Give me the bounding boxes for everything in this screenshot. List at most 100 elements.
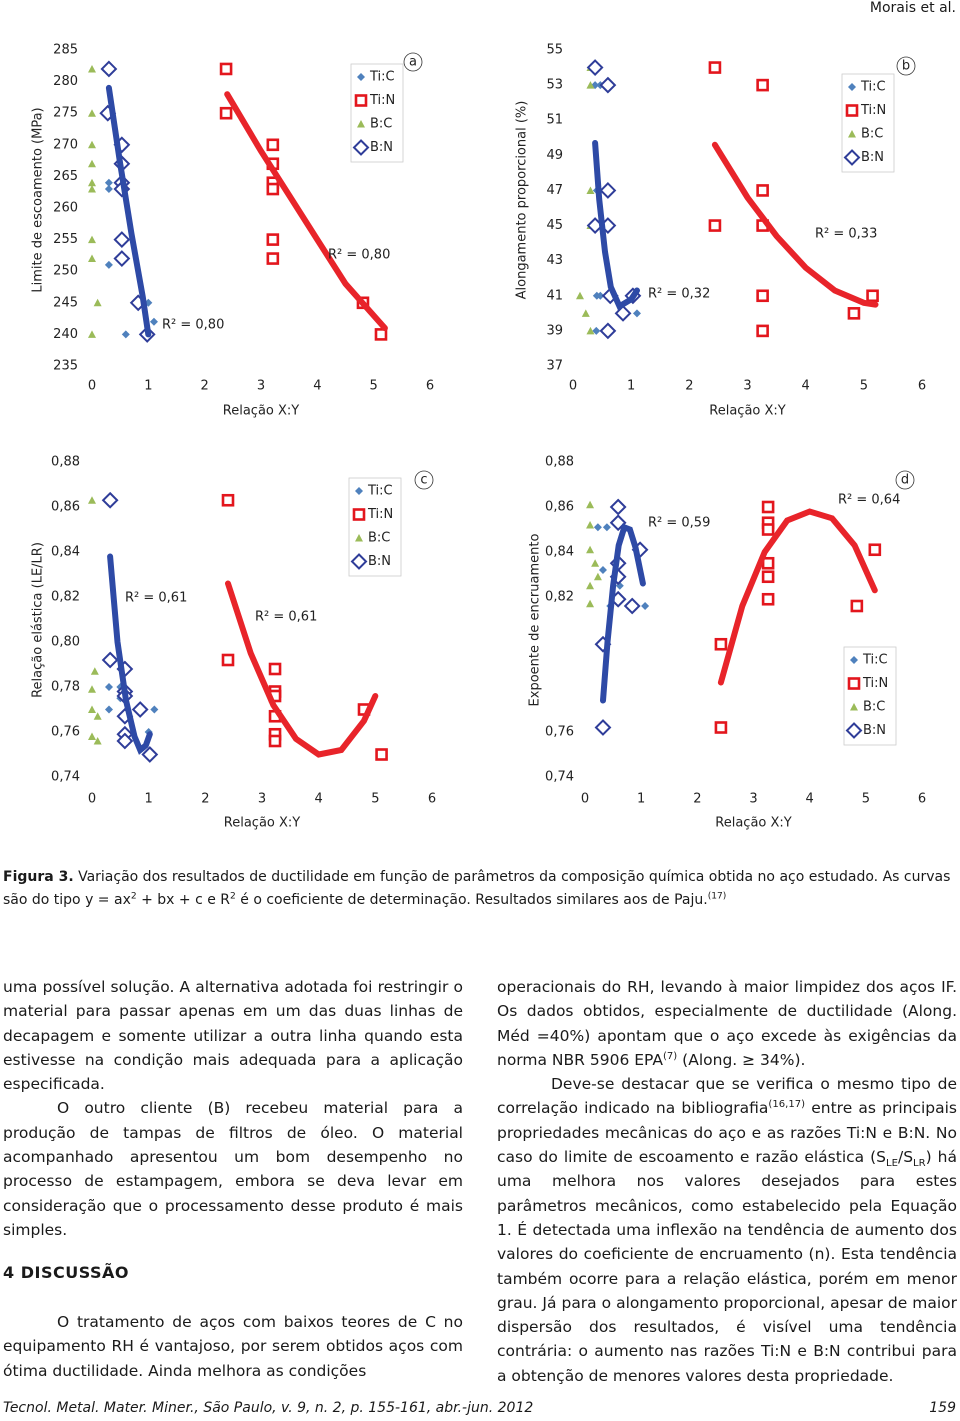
r-squared-label: R² = 0,32 xyxy=(648,287,710,302)
y-tick-label: 0,76 xyxy=(51,725,80,740)
x-tick-label: 4 xyxy=(315,792,323,807)
marker-square xyxy=(375,748,388,761)
y-tick-label: 285 xyxy=(53,43,78,58)
marker-open-diamond xyxy=(586,59,604,76)
marker-triangle xyxy=(586,186,595,194)
legend-marker xyxy=(845,722,863,739)
panel-badge xyxy=(403,52,423,72)
marker-square xyxy=(374,328,388,341)
marker-open-diamond xyxy=(599,76,617,94)
marker-square xyxy=(756,184,769,197)
marker-open-diamond xyxy=(116,732,134,750)
y-axis-title: Relação elástica (LE/LR) xyxy=(31,542,46,698)
paragraph: O outro cliente (B) recebeu material par… xyxy=(3,1096,463,1242)
marker-diamond xyxy=(602,523,611,532)
running-header: Morais et al. xyxy=(869,0,956,16)
legend-label: Ti:N xyxy=(369,93,395,108)
y-tick-label: 55 xyxy=(546,43,563,58)
marker-square xyxy=(708,219,722,232)
marker-square xyxy=(266,138,280,152)
x-tick-label: 0 xyxy=(581,792,589,807)
marker-diamond xyxy=(593,523,602,532)
x-tick-label: 5 xyxy=(860,379,868,394)
marker-triangle xyxy=(575,291,584,300)
legend-marker xyxy=(843,149,861,166)
marker-triangle xyxy=(88,140,96,149)
marker-square xyxy=(847,307,861,320)
marker-triangle xyxy=(88,178,96,187)
y-tick-label: 235 xyxy=(53,359,78,374)
marker-triangle xyxy=(93,737,102,745)
x-tick-label: 0 xyxy=(569,379,577,394)
trendline xyxy=(711,141,879,308)
legend-marker xyxy=(355,487,363,495)
x-axis-title: Relação X:Y xyxy=(224,816,301,831)
x-axis-title: Relação X:Y xyxy=(223,404,300,419)
x-tick-label: 0 xyxy=(88,379,96,394)
marker-triangle xyxy=(93,712,102,720)
x-tick-label: 0 xyxy=(88,792,96,807)
marker-open-diamond xyxy=(113,231,131,249)
y-tick-label: 265 xyxy=(53,169,78,184)
trendline xyxy=(225,580,379,758)
marker-triangle xyxy=(586,81,595,89)
text-run: O tratamento de aços com baixos teores d… xyxy=(3,1313,463,1380)
y-tick-label: 0,76 xyxy=(545,725,574,740)
marker-triangle xyxy=(88,705,96,713)
marker-diamond xyxy=(598,566,607,574)
marker-square xyxy=(268,662,282,676)
marker-triangle xyxy=(88,159,96,168)
trendline xyxy=(107,553,153,755)
subscript: LR xyxy=(913,1158,926,1170)
y-tick-label: 45 xyxy=(546,218,563,233)
paragraph: operacionais do RH, levando à maior limp… xyxy=(497,975,957,1072)
legend-label: Ti:C xyxy=(860,80,886,95)
marker-square xyxy=(221,653,235,667)
y-tick-label: 47 xyxy=(546,183,563,198)
marker-square xyxy=(219,62,233,76)
marker-square xyxy=(714,637,728,651)
y-tick-label: 270 xyxy=(53,137,78,152)
marker-triangle xyxy=(88,496,96,504)
left-column: uma possível solução. A alternativa adot… xyxy=(3,975,463,1242)
y-tick-label: 0,86 xyxy=(545,500,574,515)
paragraph: uma possível solução. A alternativa adot… xyxy=(3,975,463,1096)
y-tick-label: 0,86 xyxy=(51,500,80,515)
y-tick-label: 0,88 xyxy=(51,455,80,470)
marker-square xyxy=(221,493,235,507)
r-squared-label: R² = 0,61 xyxy=(255,610,317,625)
text-run: é o coeficiente de determinação. Resulta… xyxy=(235,892,708,908)
marker-square xyxy=(761,500,775,514)
marker-square xyxy=(761,570,775,584)
panel-badge xyxy=(896,56,916,76)
legend-marker xyxy=(352,508,366,521)
marker-diamond xyxy=(104,260,113,269)
legend-label: B:C xyxy=(368,531,390,546)
x-tick-label: 2 xyxy=(693,792,701,807)
marker-square xyxy=(219,106,233,120)
marker-triangle xyxy=(586,500,595,509)
marker-triangle xyxy=(586,326,595,335)
y-tick-label: 0,82 xyxy=(545,590,574,605)
x-axis-title: Relação X:Y xyxy=(715,816,792,831)
x-tick-label: 3 xyxy=(743,379,751,394)
marker-triangle xyxy=(88,109,96,117)
marker-square xyxy=(866,289,879,303)
panel-badge xyxy=(414,470,434,490)
marker-open-diamond xyxy=(141,746,159,763)
marker-triangle xyxy=(90,667,99,675)
text-run: Deve-se destacar que se verifica o mesmo… xyxy=(497,1075,957,1118)
legend-marker xyxy=(845,104,859,117)
marker-triangle xyxy=(88,330,96,338)
trendline xyxy=(600,523,646,704)
x-tick-label: 5 xyxy=(371,792,379,807)
y-axis-title: Limite de escoamento (MPa) xyxy=(31,107,46,292)
marker-triangle xyxy=(88,685,96,693)
paragraph: O tratamento de aços com baixos teores d… xyxy=(3,1310,463,1383)
y-tick-label: 0,82 xyxy=(51,590,80,605)
x-tick-label: 5 xyxy=(862,792,870,807)
text-run: uma possível solução. A alternativa adot… xyxy=(3,978,463,1094)
marker-open-diamond xyxy=(100,60,118,78)
